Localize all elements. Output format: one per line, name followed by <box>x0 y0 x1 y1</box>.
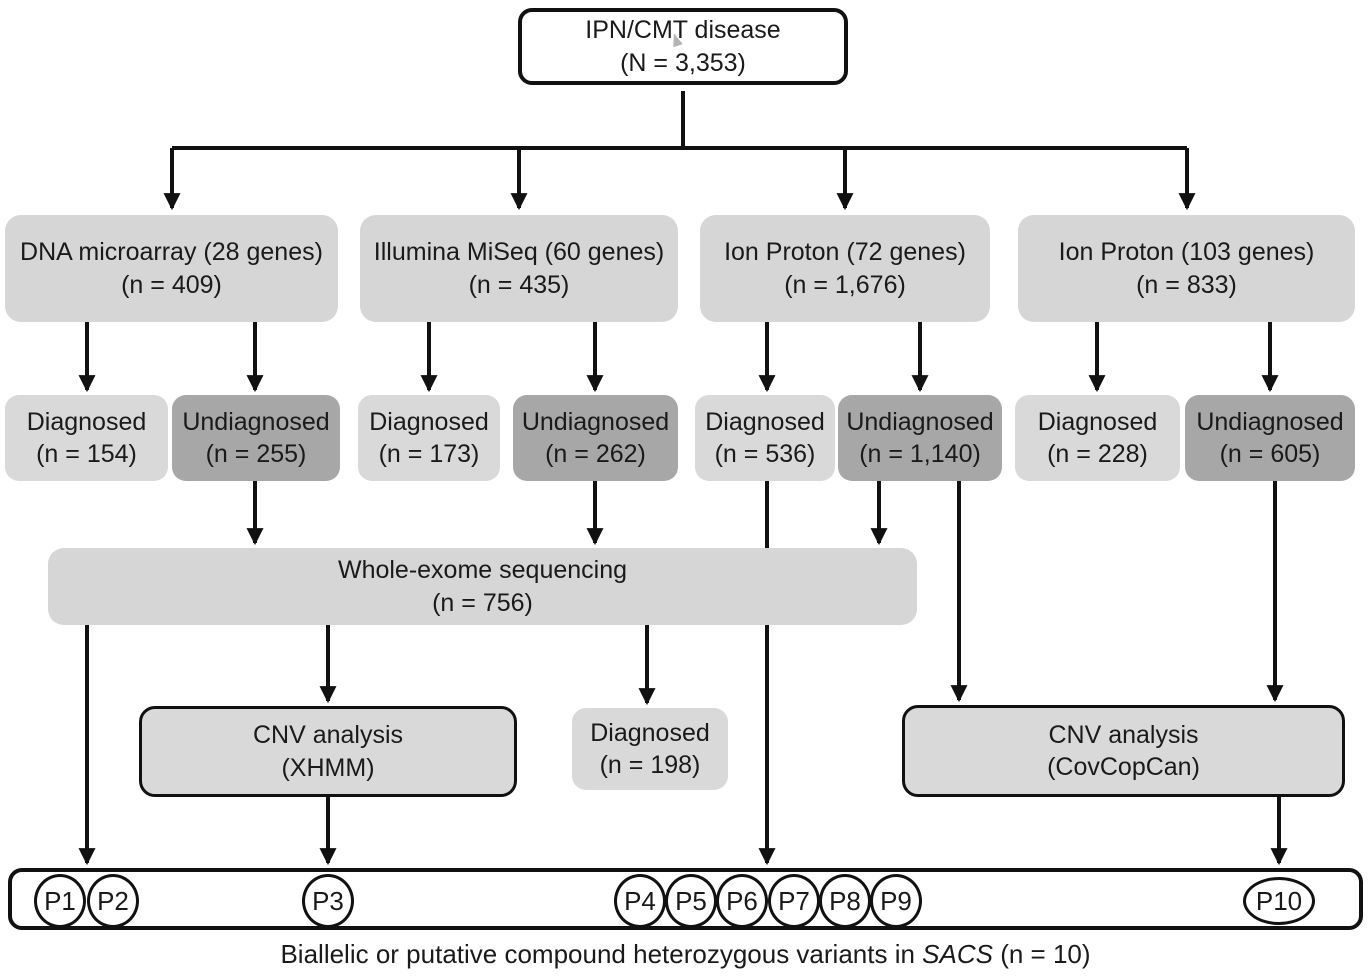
platform-box-dna-microarray: DNA microarray (28 genes) (n = 409) <box>5 215 338 322</box>
cnv-covcopcan-box: CNV analysis (CovCopCan) <box>902 705 1345 797</box>
outcome-count: (n = 198) <box>599 751 701 779</box>
root-title: IPN/CMT disease <box>585 16 781 44</box>
root-box: IPN/CMT disease (N = 3,353) <box>518 8 848 85</box>
patient-circle-p7: P7 <box>768 874 820 928</box>
outcome-label: Undiagnosed <box>846 407 994 436</box>
outcome-count: (n = 262) <box>545 440 646 468</box>
patient-circle-p1: P1 <box>34 874 86 928</box>
outcome-count: (n = 228) <box>1047 440 1148 468</box>
outcome-count: (n = 173) <box>378 440 480 468</box>
outcome-box-diagnosed-154: Diagnosed (n = 154) <box>5 395 168 481</box>
patient-label: P1 <box>44 885 76 916</box>
outcome-box-undiagnosed-1140: Undiagnosed (n = 1,140) <box>838 395 1002 481</box>
outcome-label: Diagnosed <box>26 407 147 436</box>
figure-caption: Biallelic or putative compound heterozyg… <box>0 939 1371 970</box>
caption-gene-name: SACS <box>922 939 993 969</box>
outcome-label: Diagnosed <box>369 407 489 436</box>
patient-circle-p10: P10 <box>1243 877 1315 925</box>
platform-name: DNA microarray (28 genes) <box>20 238 323 266</box>
caption-prefix: Biallelic or putative compound heterozyg… <box>280 939 923 969</box>
outcome-box-undiagnosed-605: Undiagnosed (n = 605) <box>1185 395 1355 481</box>
patient-label: P7 <box>778 885 810 916</box>
platform-name: Illumina MiSeq (60 genes) <box>373 238 665 266</box>
patient-label: P5 <box>675 885 707 916</box>
outcome-box-undiagnosed-262: Undiagnosed (n = 262) <box>513 395 678 481</box>
outcome-count: (n = 605) <box>1219 440 1321 468</box>
outcome-label: Undiagnosed <box>182 407 330 436</box>
wes-diagnosed-box: Diagnosed (n = 198) <box>572 708 728 790</box>
patient-label: P10 <box>1255 885 1303 916</box>
patient-circle-p8: P8 <box>819 874 871 928</box>
patient-label: P4 <box>624 885 656 916</box>
patient-label: P9 <box>880 885 912 916</box>
patient-circle-p9: P9 <box>870 874 922 928</box>
platform-count: (n = 409) <box>121 270 222 299</box>
platform-count: (n = 435) <box>468 270 570 299</box>
cnv-method: (CovCopCan) <box>1047 753 1200 781</box>
outcome-label: Diagnosed <box>1037 407 1158 436</box>
outcome-count: (n = 536) <box>714 440 816 468</box>
patient-circle-p2: P2 <box>87 874 139 928</box>
patient-label: P8 <box>829 885 861 916</box>
outcome-box-diagnosed-173: Diagnosed (n = 173) <box>358 395 500 481</box>
outcome-count: (n = 154) <box>36 440 137 468</box>
patient-label: P3 <box>312 885 344 916</box>
patient-label: P6 <box>726 885 758 916</box>
outcome-label: Diagnosed <box>590 718 710 747</box>
cnv-xhmm-box: CNV analysis (XHMM) <box>139 706 517 797</box>
platform-name: Ion Proton (103 genes) <box>1058 238 1315 266</box>
platform-box-ion-proton-72: Ion Proton (72 genes) (n = 1,676) <box>700 215 990 322</box>
cnv-name: CNV analysis <box>1048 720 1199 749</box>
platform-box-ion-proton-103: Ion Proton (103 genes) (n = 833) <box>1018 215 1355 322</box>
outcome-count: (n = 1,140) <box>859 440 981 468</box>
outcome-label: Undiagnosed <box>521 407 670 436</box>
outcome-label: Diagnosed <box>705 407 825 436</box>
patient-circle-p4: P4 <box>614 874 666 928</box>
platform-count: (n = 833) <box>1136 270 1237 299</box>
cnv-method: (XHMM) <box>281 753 375 782</box>
platform-count: (n = 1,676) <box>784 270 906 299</box>
platform-box-illumina-miseq: Illumina MiSeq (60 genes) (n = 435) <box>360 215 678 322</box>
outcome-label: Undiagnosed <box>1196 407 1344 436</box>
patient-circle-p6: P6 <box>716 874 768 928</box>
patient-circle-p5: P5 <box>665 874 717 928</box>
outcome-count: (n = 255) <box>205 440 307 468</box>
root-count: (N = 3,353) <box>620 48 746 77</box>
platform-name: Ion Proton (72 genes) <box>724 238 966 266</box>
outcome-box-diagnosed-536: Diagnosed (n = 536) <box>695 395 835 481</box>
patient-circle-p3: P3 <box>302 874 354 928</box>
wes-name: Whole-exome sequencing <box>337 556 628 584</box>
outcome-box-diagnosed-228: Diagnosed (n = 228) <box>1015 395 1180 481</box>
outcome-box-undiagnosed-255: Undiagnosed (n = 255) <box>172 395 340 481</box>
caption-suffix: (n = 10) <box>992 939 1091 969</box>
wes-box: Whole-exome sequencing (n = 756) <box>48 548 917 625</box>
wes-count: (n = 756) <box>432 588 533 617</box>
cnv-name: CNV analysis <box>252 721 404 749</box>
patient-label: P2 <box>97 885 129 916</box>
